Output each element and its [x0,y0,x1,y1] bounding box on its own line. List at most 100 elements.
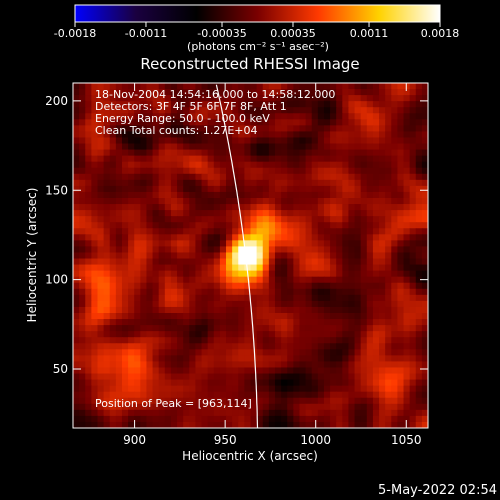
heatmap-cell [244,343,252,350]
heatmap-cell [421,337,428,344]
heatmap-cell [409,222,417,229]
heatmap-cell [305,161,313,169]
heatmap-cell [311,204,319,211]
x-tick-label: 1050 [391,433,422,447]
heatmap-cell [115,300,123,308]
heatmap-cell [397,95,405,102]
heatmap-cell [403,234,411,241]
heatmap-cell [207,264,215,272]
heatmap-cell [250,89,258,96]
heatmap-cell [158,155,166,163]
heatmap-cell [189,113,197,120]
heatmap-cell [158,367,166,375]
heatmap-cell [421,397,428,405]
heatmap-cell [281,185,288,193]
heatmap-cell [170,137,178,145]
heatmap-cell [97,137,105,145]
heatmap-cell [134,210,141,217]
heatmap-cell [103,403,111,411]
heatmap-cell [128,409,135,417]
heatmap-cell [360,379,368,387]
heatmap-cell [299,95,307,102]
heatmap-cell [134,421,141,428]
heatmap-cell [311,179,319,187]
heatmap-cell [244,240,252,248]
heatmap-cell [207,415,215,423]
heatmap-cell [299,270,307,278]
heatmap-cell [140,204,148,211]
heatmap-cell [183,264,190,272]
heatmap-cell [311,282,319,290]
heatmap-cell [213,119,221,126]
heatmap-cell [85,240,92,248]
heatmap-cell [189,89,197,96]
heatmap-cell [250,288,258,296]
heatmap-cell [262,415,270,423]
heatmap-cell [213,185,221,193]
heatmap-cell [262,101,270,108]
heatmap-cell [262,137,270,145]
heatmap-cell [379,95,386,102]
heatmap-cell [415,83,423,90]
heatmap-cell [336,95,343,102]
heatmap-cell [189,143,197,151]
heatmap-cell [397,107,405,114]
heatmap-cell [244,337,252,344]
heatmap-cell [226,361,233,369]
heatmap-cell [115,246,123,254]
x-tick-label: 1000 [300,433,331,447]
heatmap-cell [348,294,356,302]
heatmap-cell [109,379,117,387]
heatmap-cell [256,216,264,223]
heatmap-cell [109,397,117,405]
heatmap-cell [293,234,301,241]
heatmap-cell [299,343,307,350]
heatmap-cell [219,198,227,205]
heatmap-cell [336,125,343,133]
heatmap-cell [170,167,178,175]
heatmap-cell [342,264,350,272]
heatmap-cell [274,167,282,175]
heatmap-cell [158,240,166,248]
heatmap-cell [323,89,331,96]
heatmap-cell [85,294,92,302]
heatmap-cell [287,252,294,260]
heatmap-cell [121,403,129,411]
heatmap-cell [397,367,405,375]
heatmap-cell [354,246,362,254]
heatmap-cell [189,276,197,284]
heatmap-cell [342,131,350,139]
heatmap-cell [330,397,337,405]
heatmap-cell [366,167,374,175]
heatmap-cell [256,276,264,284]
heatmap-cell [140,409,148,417]
heatmap-cell [201,149,209,157]
heatmap-cell [415,397,423,405]
heatmap-cell [121,349,129,356]
heatmap-cell [262,191,270,199]
heatmap-cell [207,319,215,326]
heatmap-cell [140,385,148,393]
heatmap-cell [115,337,123,344]
heatmap-cell [121,191,129,199]
heatmap-cell [360,349,368,356]
heatmap-cell [103,294,111,302]
heatmap-cell [409,83,417,90]
heatmap-cell [115,403,123,411]
heatmap-cell [152,403,160,411]
heatmap-cell [354,349,362,356]
heatmap-cell [256,270,264,278]
heatmap-cell [342,191,350,199]
heatmap-cell [177,379,184,387]
heatmap-cell [293,252,301,260]
heatmap-cell [207,210,215,217]
heatmap-cell [305,167,313,175]
heatmap-cell [409,391,417,399]
heatmap-cell [238,204,245,211]
heatmap-cell [323,167,331,175]
heatmap-cell [372,125,380,133]
heatmap-cell [244,264,252,272]
heatmap-cell [207,119,215,126]
heatmap-cell [360,179,368,187]
heatmap-cell [158,252,166,260]
